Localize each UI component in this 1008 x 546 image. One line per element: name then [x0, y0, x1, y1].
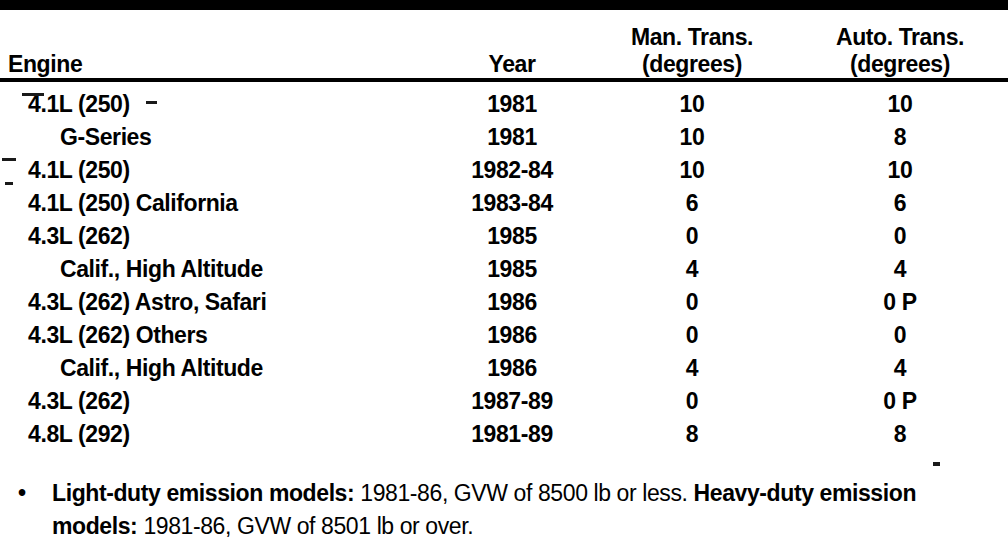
man-trans-cell: 8: [592, 418, 792, 451]
auto-trans-cell: 8: [792, 121, 1008, 154]
man-trans-cell: 0: [592, 385, 792, 418]
table-row: 4.3L (262) Astro, Safari 1986 0 0 P: [0, 286, 1008, 319]
footnote-text: Light-duty emission models: 1981-86, GVW…: [52, 477, 916, 543]
footnote-regular-text-2: 1981-86, GVW of 8501 lb or over.: [137, 513, 473, 539]
man-trans-cell: 10: [592, 88, 792, 121]
man-trans-cell: 0: [592, 220, 792, 253]
column-header-engine: Engine: [0, 51, 432, 78]
auto-trans-cell: 6: [792, 187, 1008, 220]
auto-trans-cell: 0: [792, 220, 1008, 253]
table-row: Calif., High Altitude 1986 4 4: [0, 352, 1008, 385]
table-row: Calif., High Altitude 1985 4 4: [0, 253, 1008, 286]
table-row: 4.1L (250) 1981 10 10: [0, 88, 1008, 121]
engine-cell: Calif., High Altitude: [0, 352, 432, 385]
scan-artifact: [146, 101, 157, 104]
column-header-auto-trans-line2: (degrees): [792, 51, 1008, 78]
scan-artifact: [5, 182, 13, 185]
year-cell: 1981: [432, 121, 592, 154]
footnote-bold-label-2-line1: Heavy-duty emission: [694, 480, 916, 506]
engine-cell: G-Series: [0, 121, 432, 154]
year-cell: 1981-89: [432, 418, 592, 451]
column-header-man-trans-line1: Man. Trans.: [592, 24, 792, 51]
bullet-icon: •: [0, 477, 52, 543]
table-row: G-Series 1981 10 8: [0, 121, 1008, 154]
auto-trans-cell: 0 P: [792, 385, 1008, 418]
auto-trans-cell: 10: [792, 154, 1008, 187]
table-row: 4.8L (292) 1981-89 8 8: [0, 418, 1008, 451]
auto-trans-cell: 10: [792, 88, 1008, 121]
year-cell: 1987-89: [432, 385, 592, 418]
year-cell: 1986: [432, 286, 592, 319]
column-header-auto-trans-line1: Auto. Trans.: [792, 24, 1008, 51]
footnote: • Light-duty emission models: 1981-86, G…: [0, 477, 990, 543]
auto-trans-cell: 0: [792, 319, 1008, 352]
column-header-auto-trans: Auto. Trans. (degrees): [792, 24, 1008, 78]
auto-trans-cell: 4: [792, 253, 1008, 286]
man-trans-cell: 10: [592, 121, 792, 154]
engine-cell: 4.1L (250): [0, 154, 432, 187]
man-trans-cell: 10: [592, 154, 792, 187]
man-trans-cell: 4: [592, 352, 792, 385]
year-cell: 1982-84: [432, 154, 592, 187]
year-cell: 1985: [432, 253, 592, 286]
year-cell: 1985: [432, 220, 592, 253]
man-trans-cell: 0: [592, 286, 792, 319]
auto-trans-cell: 8: [792, 418, 1008, 451]
table-row: 4.3L (262) Others 1986 0 0: [0, 319, 1008, 352]
scan-artifact: [933, 462, 940, 466]
table-row: 4.3L (262) 1985 0 0: [0, 220, 1008, 253]
man-trans-cell: 6: [592, 187, 792, 220]
footnote-regular-text-1: 1981-86, GVW of 8500 lb or less.: [354, 480, 693, 506]
scanned-document-page: Engine Year Man. Trans. (degrees) Auto. …: [0, 0, 1008, 546]
column-header-year: Year: [432, 51, 592, 78]
engine-cell: Calif., High Altitude: [0, 253, 432, 286]
footnote-bold-label-1: Light-duty emission models:: [52, 480, 354, 506]
table-row: 4.3L (262) 1987-89 0 0 P: [0, 385, 1008, 418]
engine-cell: 4.3L (262) Others: [0, 319, 432, 352]
table-row: 4.1L (250) California 1983-84 6 6: [0, 187, 1008, 220]
man-trans-cell: 4: [592, 253, 792, 286]
scan-artifact: [22, 93, 44, 96]
scan-artifact: [2, 158, 16, 161]
table-top-border: [0, 0, 1008, 10]
engine-cell: 4.8L (292): [0, 418, 432, 451]
year-cell: 1983-84: [432, 187, 592, 220]
header-divider-rule: [0, 78, 1008, 82]
footnote-bold-label-2-line2: models:: [52, 513, 137, 539]
year-cell: 1986: [432, 352, 592, 385]
table-header-row: Engine Year Man. Trans. (degrees) Auto. …: [0, 10, 1008, 84]
auto-trans-cell: 0 P: [792, 286, 1008, 319]
year-cell: 1986: [432, 319, 592, 352]
column-header-man-trans: Man. Trans. (degrees): [592, 24, 792, 78]
table-body: 4.1L (250) 1981 10 10 G-Series 1981 10 8…: [0, 88, 1008, 451]
column-header-man-trans-line2: (degrees): [592, 51, 792, 78]
year-cell: 1981: [432, 88, 592, 121]
engine-cell: 4.1L (250) California: [0, 187, 432, 220]
auto-trans-cell: 4: [792, 352, 1008, 385]
engine-cell: 4.3L (262) Astro, Safari: [0, 286, 432, 319]
engine-cell: 4.3L (262): [0, 220, 432, 253]
engine-cell: 4.3L (262): [0, 385, 432, 418]
man-trans-cell: 0: [592, 319, 792, 352]
engine-cell: 4.1L (250): [0, 88, 432, 121]
table-row: 4.1L (250) 1982-84 10 10: [0, 154, 1008, 187]
